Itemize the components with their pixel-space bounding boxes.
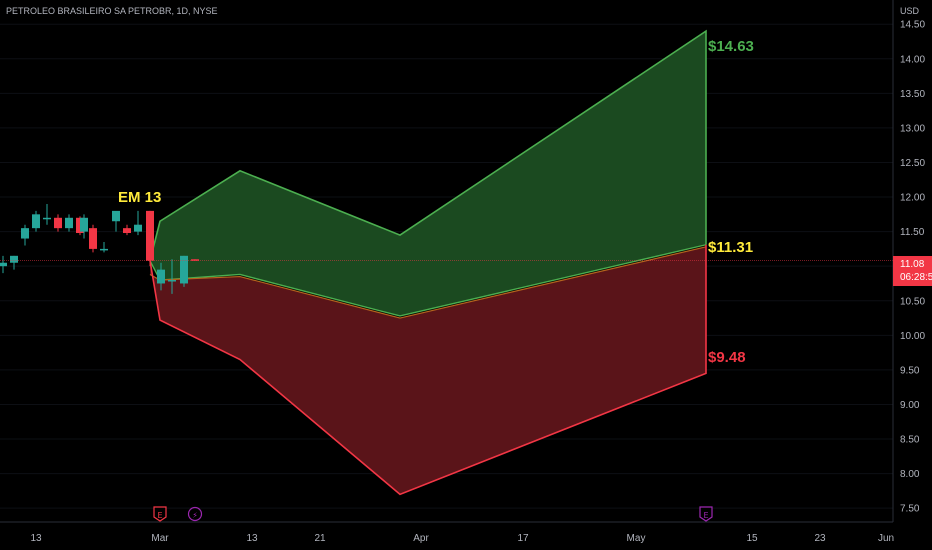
earnings-marker-0	[153, 506, 167, 522]
y-tick-label-3: 13.00	[900, 123, 925, 134]
y-tick-label-10: 9.50	[900, 365, 920, 376]
x-tick-label-3: 21	[314, 533, 326, 544]
lower-band-line	[149, 244, 707, 496]
candle-body-1	[10, 255, 18, 263]
y-tick-label-2: 13.50	[900, 89, 925, 100]
candle-body-18	[191, 259, 199, 261]
x-tick-label-0: 13	[30, 533, 42, 544]
candle-body-5	[54, 217, 62, 229]
last-price-tag: 11.08 06:28:53	[893, 256, 932, 286]
candlestick-series	[0, 203, 199, 294]
x-tick-label-5: 17	[517, 533, 529, 544]
candle-body-15	[157, 269, 165, 284]
candle-body-16	[168, 280, 176, 282]
x-tick-label-4: Apr	[413, 533, 429, 544]
candle-body-2	[21, 228, 29, 239]
y-tick-label-0: 14.50	[900, 20, 925, 31]
upper-range-fill	[150, 31, 706, 316]
y-tick-label-13: 8.00	[900, 469, 920, 480]
upper-band-line	[149, 29, 707, 261]
x-tick-label-7: 15	[746, 533, 758, 544]
y-tick-label-9: 10.00	[900, 331, 925, 342]
x-tick-label-9: Jun	[878, 533, 894, 544]
y-tick-label-1: 14.00	[900, 54, 925, 65]
last-price-value: 11.08	[900, 259, 925, 270]
y-tick-label-4: 12.50	[900, 158, 925, 169]
earnings-marker-2	[699, 506, 713, 522]
em-label: EM 13	[118, 189, 161, 206]
candle-body-6	[65, 217, 73, 229]
candle-body-0	[0, 262, 7, 267]
x-tick-label-6: May	[627, 533, 646, 544]
x-tick-label-2: 13	[246, 533, 258, 544]
candle-body-12	[123, 228, 131, 233]
expected-move-bands	[149, 29, 707, 496]
event-marker-text-1: ⚡	[192, 511, 198, 520]
candle-body-10	[100, 248, 108, 251]
candle-body-14	[146, 210, 154, 261]
y-tick-label-12: 8.50	[900, 435, 920, 446]
mid-band-label: $11.31	[708, 239, 753, 256]
y-tick-label-5: 12.00	[900, 193, 925, 204]
candle-body-8	[80, 217, 88, 232]
candle-body-3	[32, 214, 40, 229]
bar-countdown: 06:28:53	[900, 272, 932, 283]
candle-body-13	[134, 224, 142, 232]
currency-label: USD	[900, 6, 920, 16]
event-markers: E ⚡ E	[153, 506, 713, 522]
event-marker-text-2: E	[703, 511, 708, 520]
candle-body-9	[89, 228, 97, 249]
lower-band-label: $9.48	[708, 349, 746, 366]
y-tick-label-6: 11.50	[900, 227, 925, 238]
band-labels: EM 13 $14.63 $11.31 $9.48	[118, 38, 754, 366]
dividend-marker-1	[187, 506, 203, 522]
y-tick-label-8: 10.50	[900, 296, 925, 307]
x-tick-label-8: 23	[814, 533, 826, 544]
price-axis-ticks: 14.50 14.00 13.50 13.00 12.50 12.00 11.50 10.50…	[900, 20, 925, 515]
lower-range-fill	[150, 246, 706, 495]
upper-band-label: $14.63	[708, 38, 754, 55]
time-axis-ticks: 13 Mar 13 21 Apr 17 May 15 23 Jun	[30, 533, 894, 544]
candle-body-11	[112, 210, 120, 222]
y-tick-label-14: 7.50	[900, 504, 920, 515]
y-tick-label-11: 9.00	[900, 400, 920, 411]
x-tick-label-1: Mar	[151, 533, 169, 544]
candle-body-17	[180, 255, 188, 284]
candle-body-4	[43, 217, 51, 220]
event-marker-text-0: E	[157, 511, 162, 520]
lower-mid-band-line	[149, 246, 707, 319]
symbol-title: PETROLEO BRASILEIRO SA PETROBR, 1D, NYSE	[6, 6, 218, 16]
mid-band-line	[149, 244, 707, 317]
